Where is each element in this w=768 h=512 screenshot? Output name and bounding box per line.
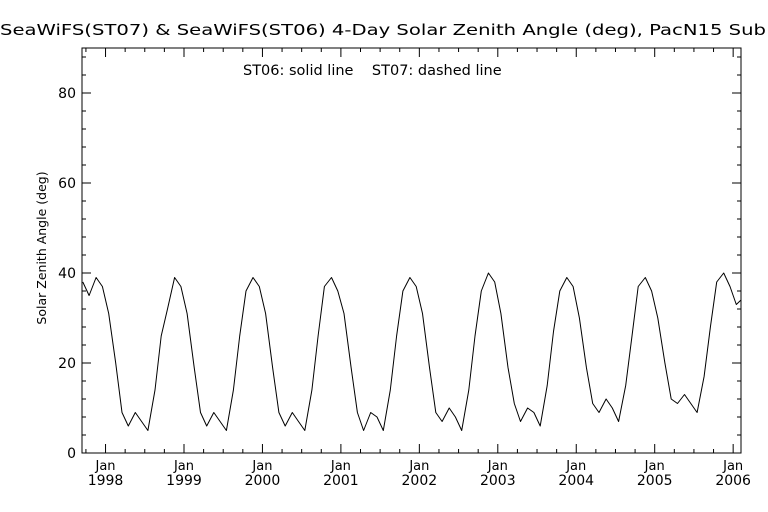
x-tick-year-label: 2003 — [480, 473, 516, 489]
y-tick-label: 40 — [58, 266, 76, 282]
chart-annotation: ST06: solid line ST07: dashed line — [243, 63, 502, 79]
x-tick-year-label: 2004 — [558, 473, 594, 489]
x-tick-month-label: Jan — [173, 459, 194, 474]
x-tick-year-label: 2000 — [245, 473, 281, 489]
x-tick-year-label: 1998 — [88, 473, 124, 489]
x-tick-year-label: 2006 — [715, 473, 751, 489]
chart-title: SeaWiFS(ST07) & SeaWiFS(ST06) 4-Day Sola… — [0, 21, 766, 39]
x-tick-month-label: Jan — [644, 459, 665, 474]
x-tick-year-label: 1999 — [166, 473, 202, 489]
x-tick-year-label: 2002 — [402, 473, 438, 489]
y-tick-label: 0 — [67, 446, 76, 462]
series-layer — [82, 272, 742, 431]
x-tick-month-label: Jan — [408, 459, 429, 474]
y-axis-label: Solar Zenith Angle (deg) — [34, 171, 49, 324]
series-line-st06 — [82, 272, 742, 431]
y-tick-label: 60 — [58, 176, 76, 192]
x-tick-month-label: Jan — [330, 459, 351, 474]
y-tick-label: 20 — [58, 356, 76, 372]
x-tick-year-label: 2001 — [323, 473, 359, 489]
x-tick-year-label: 2005 — [637, 473, 673, 489]
x-axis: Jan1998Jan1999Jan2000Jan2001Jan2002Jan20… — [85, 48, 751, 489]
x-tick-month-label: Jan — [487, 459, 508, 474]
x-tick-month-label: Jan — [722, 459, 743, 474]
x-tick-month-label: Jan — [251, 459, 272, 474]
y-axis: 0 20 40 60 80 — [58, 56, 741, 462]
y-tick-label: 80 — [58, 86, 76, 102]
x-tick-month-label: Jan — [565, 459, 586, 474]
x-tick-month-label: Jan — [95, 459, 116, 474]
plot-frame — [81, 47, 742, 454]
